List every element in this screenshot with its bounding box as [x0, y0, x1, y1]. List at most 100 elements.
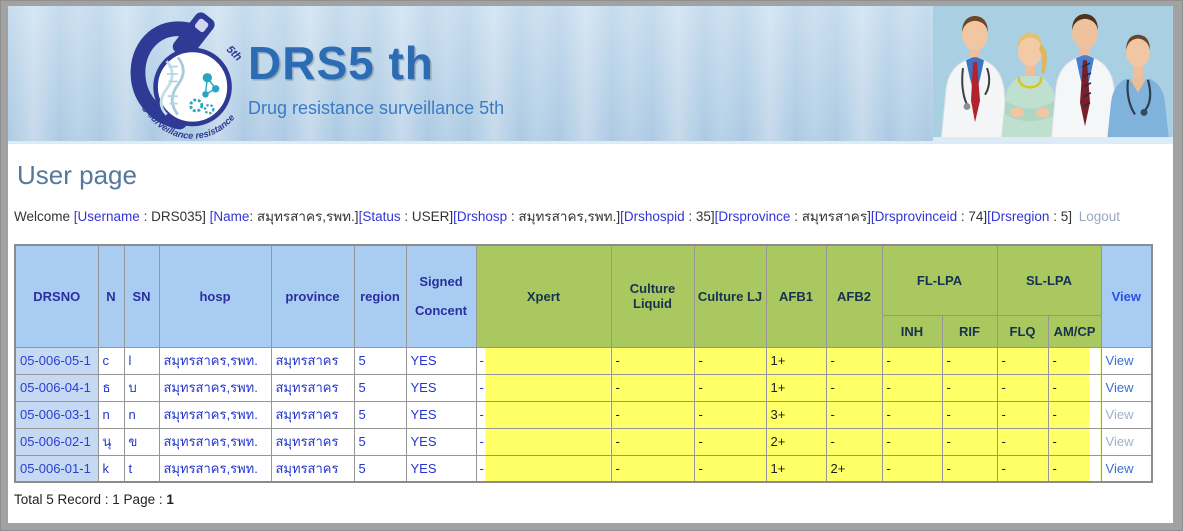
cell-view: View — [1100, 400, 1153, 429]
col-header-xpert: Xpert — [475, 244, 612, 348]
table-header: DRSNO N SN hosp province region Signed C… — [14, 244, 1153, 348]
nurse-figure — [1001, 32, 1059, 141]
table-row: 05-006-03-1 n n สมุทรสาคร,รพท. สมุทรสาคร 5 YES… — [14, 400, 1153, 429]
welcome-field-value: : 74] — [957, 209, 988, 224]
cell-n: c — [97, 346, 125, 375]
col-header-drsno: DRSNO — [14, 244, 99, 348]
col-header-amcp: AM/CP — [1047, 314, 1102, 348]
col-header-rif: RIF — [941, 314, 998, 348]
col-header-sn: SN — [123, 244, 160, 348]
cell-signed: YES — [405, 400, 477, 429]
view-link[interactable]: View — [1105, 460, 1134, 476]
cell-hosp: สมุทรสาคร,รพท. — [158, 346, 272, 375]
cell-n: k — [97, 454, 125, 483]
col-header-signed-concent: Signed Concent — [405, 244, 477, 348]
cell-culture-lj: - — [693, 373, 767, 402]
view-link[interactable]: View — [1105, 380, 1134, 395]
cell-amcp: - — [1047, 373, 1102, 402]
cell-culture-liquid: - — [610, 373, 695, 402]
cell-rif: - — [941, 400, 998, 429]
table-row: 05-006-02-1 นุขสมุทรสาคร,รพท. สมุทรสาคร 5 YE… — [14, 427, 1153, 456]
welcome-field-value: : สมุทรสาคร] — [790, 209, 871, 224]
cell-inh: - — [881, 346, 943, 375]
cell-view: View — [1100, 373, 1153, 402]
logo-5th-text: 5th — [224, 43, 244, 63]
cell-flq: - — [996, 346, 1049, 375]
doctor-figure — [940, 15, 1010, 142]
cell-xpert: - — [475, 373, 612, 402]
cell-hosp: สมุทรสาคร,รพท. — [158, 400, 272, 429]
cell-rif: - — [941, 454, 998, 483]
cell-province: สมุทรสาคร — [270, 427, 355, 456]
cell-afb1: 1+ — [765, 346, 827, 375]
cell-flq: - — [996, 373, 1049, 402]
cell-afb2: - — [825, 373, 883, 402]
view-link[interactable]: View — [1105, 353, 1134, 368]
col-header-afb1: AFB1 — [765, 244, 827, 348]
app-subtitle: Drug resistance surveillance 5th — [248, 98, 505, 118]
cell-inh: - — [881, 400, 943, 429]
cell-signed: YES — [405, 373, 477, 402]
results-table: DRSNO N SN hosp province region Signed C… — [14, 244, 1154, 483]
cell-view: View — [1100, 454, 1153, 483]
table-row: 05-006-05-1 c l สมุทรสาคร,รพท. สมุทรสาคร 5 YES… — [14, 346, 1153, 375]
col-header-flq: FLQ — [996, 314, 1049, 348]
col-header-culture-liquid: Culture Liquid — [610, 244, 695, 348]
cell-region: 5 — [353, 427, 407, 456]
cell-flq: - — [996, 400, 1049, 429]
col-header-afb2: AFB2 — [825, 244, 883, 348]
cell-xpert: - — [475, 454, 612, 483]
cell-amcp: - — [1047, 346, 1102, 375]
welcome-field-value: : สมุทรสาคร,รพท.] — [507, 209, 621, 224]
cell-signed: YES — [405, 454, 477, 483]
cell-inh: - — [881, 454, 943, 483]
welcome-field-value: : 35] — [684, 209, 715, 224]
col-header-inh: INH — [881, 314, 943, 348]
cell-inh: - — [881, 373, 943, 402]
cell-afb1: 1+ — [765, 373, 827, 402]
cell-rif: - — [941, 346, 998, 375]
cell-signed: YES — [405, 427, 477, 456]
cell-region: 5 — [353, 400, 407, 429]
cell-culture-lj: - — [693, 400, 767, 429]
cell-n: ธ — [97, 373, 125, 402]
cell-hosp: สมุทรสาคร,รพท. — [158, 454, 272, 483]
view-link[interactable]: View — [1105, 434, 1134, 449]
cell-culture-liquid: - — [610, 427, 695, 456]
welcome-field-key: [Drsprovinceid — [870, 209, 958, 224]
title-block: DRS5 th Drug resistance surveillance 5th — [248, 36, 504, 119]
view-link[interactable]: View — [1105, 407, 1134, 422]
cell-flq: - — [996, 454, 1049, 483]
cell-rif: - — [941, 427, 998, 456]
col-header-region: region — [353, 244, 407, 348]
cell-province: สมุทรสาคร — [270, 400, 355, 429]
doctor-figure — [1050, 13, 1120, 142]
cell-view: View — [1100, 427, 1153, 456]
cell-sn: บ — [123, 373, 160, 402]
cell-province: สมุทรสาคร — [270, 373, 355, 402]
col-header-sl-lpa: SL-LPA — [996, 244, 1102, 316]
col-header-culture-lj: Culture LJ — [693, 244, 767, 348]
app-logo: Drug surveillance resistance 5th — [126, 8, 248, 141]
page-number: 1 — [166, 492, 174, 507]
cell-drsno: 05-006-04-1 — [14, 373, 99, 402]
cell-xpert: - — [475, 427, 612, 456]
cell-drsno: 05-006-02-1 — [14, 427, 99, 456]
col-header-fl-lpa: FL-LPA — [881, 244, 998, 316]
microscope-logo-icon: Drug surveillance resistance 5th — [130, 12, 244, 141]
cell-afb1: 2+ — [765, 427, 827, 456]
col-header-province: province — [270, 244, 355, 348]
welcome-line: Welcome [Username : DRS035] [Name: สมุทร… — [14, 205, 1173, 227]
cell-n: นุ — [97, 427, 125, 456]
logout-link[interactable]: Logout — [1078, 209, 1121, 224]
cell-xpert: - — [475, 346, 612, 375]
cell-culture-lj: - — [693, 454, 767, 483]
cell-province: สมุทรสาคร — [270, 454, 355, 483]
doctors-photo — [933, 6, 1173, 142]
cell-amcp: - — [1047, 427, 1102, 456]
welcome-field-key: [Drsregion — [987, 209, 1050, 224]
page: Drug surveillance resistance 5th DRS5 th… — [8, 6, 1173, 523]
cell-flq: - — [996, 427, 1049, 456]
cell-culture-liquid: - — [610, 454, 695, 483]
